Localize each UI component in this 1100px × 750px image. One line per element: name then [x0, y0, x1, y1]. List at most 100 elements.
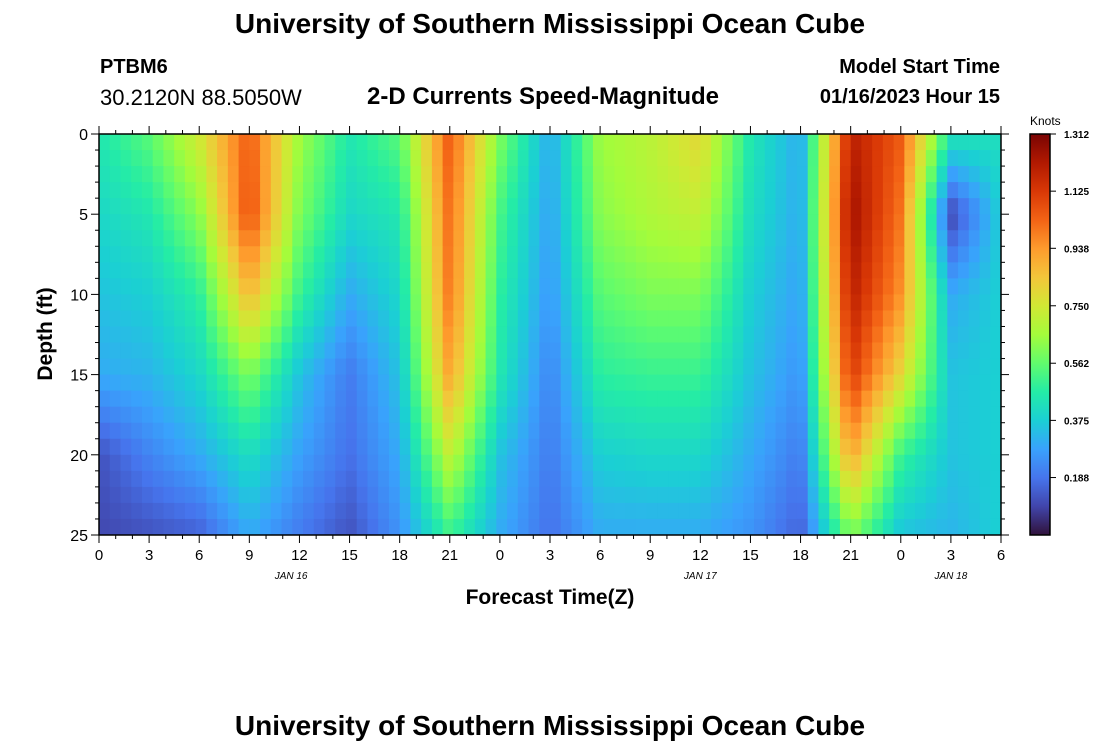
heatmap-cell [227, 406, 240, 424]
heatmap-cell [968, 182, 981, 199]
heatmap-cell [700, 310, 712, 328]
heatmap-cell [238, 294, 250, 312]
heatmap-cell [700, 150, 712, 167]
heatmap-cell [829, 358, 841, 376]
heatmap-cell [421, 454, 433, 472]
heatmap-cell [399, 262, 412, 279]
y-tick-label: 20 [70, 448, 88, 465]
heatmap-cell [721, 134, 734, 151]
heatmap-cell [786, 422, 798, 440]
heatmap-cell [893, 262, 905, 279]
heatmap-cell [603, 230, 616, 247]
heatmap-cell [431, 390, 444, 408]
heatmap-cell [474, 390, 487, 408]
heatmap-cell [474, 230, 487, 247]
heatmap-cell [754, 406, 766, 424]
heatmap-cell [303, 214, 315, 231]
heatmap-cell [689, 230, 701, 247]
heatmap-cell [603, 486, 616, 504]
heatmap-cell [464, 214, 476, 231]
heatmap-cell [281, 502, 293, 520]
heatmap-cell [818, 438, 830, 456]
colorbar-tick-label: 0.375 [1064, 416, 1089, 427]
heatmap-cell [711, 502, 723, 520]
heatmap-cell [399, 502, 412, 520]
heatmap-cell [872, 262, 884, 279]
heatmap-cell [496, 486, 508, 504]
heatmap-cell [625, 438, 637, 456]
heatmap-cell [979, 214, 991, 231]
heatmap-cell [743, 438, 755, 456]
heatmap-cell [550, 214, 562, 231]
heatmap-cell [453, 150, 465, 167]
heatmap-cell [474, 166, 487, 183]
heatmap-cell [303, 374, 315, 392]
heatmap-cell [496, 502, 508, 520]
heatmap-cell [249, 374, 261, 392]
heatmap-cell [141, 406, 154, 424]
heatmap-cell [958, 166, 970, 183]
heatmap-cell [238, 342, 250, 360]
heatmap-cell [625, 166, 637, 183]
heatmap-cell [474, 326, 487, 344]
heatmap-cell [979, 406, 991, 424]
heatmap-cell [743, 262, 755, 279]
heatmap-cell [378, 358, 390, 376]
heatmap-cell [399, 390, 412, 408]
heatmap-cell [174, 422, 186, 440]
heatmap-cell [260, 230, 272, 247]
heatmap-cell [131, 422, 143, 440]
heatmap-cell [388, 470, 401, 488]
heatmap-cell [754, 166, 766, 183]
heatmap-cell [872, 502, 884, 520]
heatmap-cell [195, 390, 207, 408]
heatmap-cell [345, 198, 358, 215]
heatmap-cell [238, 486, 250, 504]
heatmap-cell [979, 134, 991, 151]
heatmap-cell [893, 374, 905, 392]
heatmap-cell [689, 342, 701, 360]
heatmap-cell [882, 374, 895, 392]
heatmap-cell [936, 294, 948, 312]
heatmap-cell [668, 310, 680, 328]
date-label: JAN 17 [683, 571, 717, 582]
heatmap-cell [550, 278, 562, 295]
heatmap-cell [507, 438, 519, 456]
heatmap-cell [904, 342, 916, 360]
heatmap-cell [743, 454, 755, 472]
heatmap-cell [227, 502, 240, 520]
heatmap-cell [625, 486, 637, 504]
heatmap-cell [796, 214, 809, 231]
heatmap-cell [238, 214, 250, 231]
heatmap-cell [839, 390, 852, 408]
heatmap-cell [388, 374, 401, 392]
heatmap-cell [292, 470, 304, 488]
heatmap-cell [893, 358, 905, 376]
heatmap-cell [764, 198, 777, 215]
heatmap-cell [496, 246, 508, 263]
heatmap-cell [990, 150, 1001, 167]
heatmap-cell [850, 374, 863, 392]
heatmap-cell [174, 278, 186, 295]
heatmap-cell [270, 486, 283, 504]
heatmap-cell [281, 294, 293, 312]
heatmap-cell [356, 358, 369, 376]
heatmap-cell [270, 358, 283, 376]
heatmap-cell [818, 454, 830, 472]
heatmap-cell [796, 246, 809, 263]
heatmap-cell [743, 358, 755, 376]
heatmap-cell [131, 150, 143, 167]
heatmap-cell [936, 358, 948, 376]
colorbar-tick-label: 1.125 [1064, 187, 1089, 198]
heatmap-cell [635, 342, 648, 360]
heatmap-cell [539, 470, 551, 488]
heatmap-cell [217, 310, 229, 328]
heatmap-cell [378, 406, 390, 424]
heatmap-cell [979, 342, 991, 360]
heatmap-cell [614, 470, 626, 488]
heatmap-cell [431, 134, 444, 151]
heatmap-cell [507, 406, 519, 424]
heatmap-cell [421, 246, 433, 263]
heatmap-cell [281, 310, 293, 328]
heatmap-cell [528, 134, 540, 151]
